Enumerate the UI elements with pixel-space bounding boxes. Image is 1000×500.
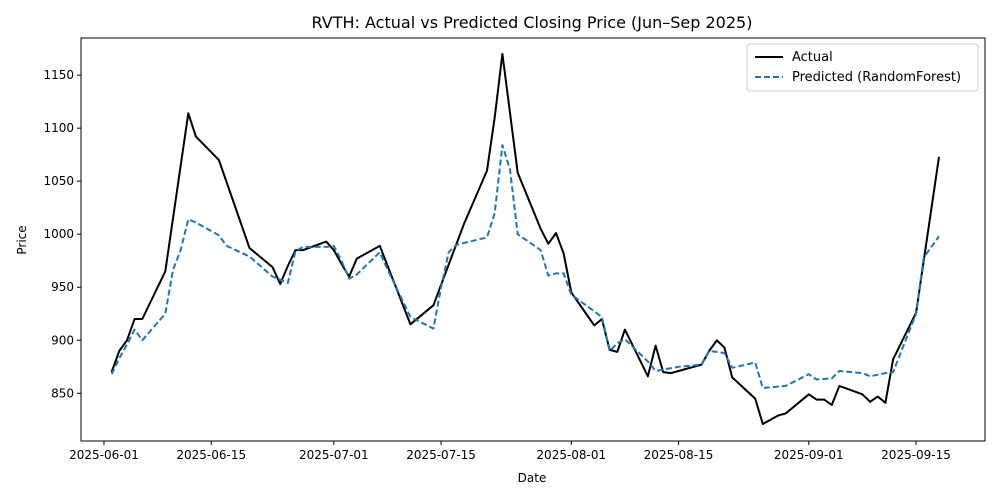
y-tick-label: 850 (51, 386, 74, 400)
x-tick-label: 2025-07-15 (406, 448, 476, 462)
y-axis: 850 900 950 1000 1050 1100 1150 (43, 68, 81, 400)
x-tick-label: 2025-07-01 (299, 448, 369, 462)
y-tick-label: 1050 (43, 174, 74, 188)
legend-entry-predicted: Predicted (RandomForest) (792, 70, 961, 85)
legend-box (746, 43, 979, 92)
y-axis-label: Price (15, 225, 29, 254)
series-line-actual (110, 52, 940, 425)
legend-entry-actual: Actual (792, 50, 833, 65)
plot-area (110, 52, 940, 425)
y-tick-label: 1000 (43, 227, 74, 241)
chart-title: RVTH: Actual vs Predicted Closing Price … (312, 13, 753, 32)
x-axis-label: Date (518, 471, 547, 485)
y-tick-label: 900 (51, 333, 74, 347)
y-tick-label: 1150 (43, 68, 74, 82)
x-tick-label: 2025-06-01 (69, 448, 139, 462)
y-tick-label: 1100 (43, 121, 74, 135)
series-line-predicted (110, 144, 940, 389)
y-tick-label: 950 (51, 280, 74, 294)
x-tick-label: 2025-08-15 (644, 448, 714, 462)
legend: Actual Predicted (RandomForest) (746, 43, 979, 92)
x-tick-label: 2025-09-01 (774, 448, 844, 462)
x-tick-label: 2025-06-15 (176, 448, 246, 462)
x-tick-label: 2025-08-01 (536, 448, 606, 462)
x-axis: 2025-06-01 2025-06-15 2025-07-01 2025-07-15… (69, 441, 951, 462)
plot-frame (80, 37, 986, 442)
x-tick-label: 2025-09-15 (881, 448, 951, 462)
